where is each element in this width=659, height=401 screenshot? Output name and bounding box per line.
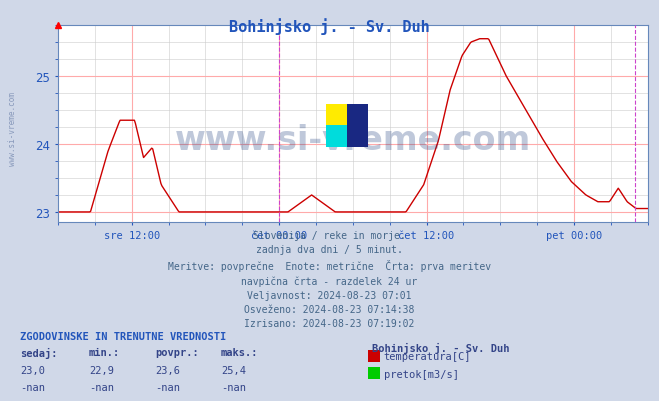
Text: -nan: -nan [221, 382, 246, 392]
Text: maks.:: maks.: [221, 347, 258, 357]
Text: temperatura[C]: temperatura[C] [384, 352, 471, 361]
Text: 22,9: 22,9 [89, 365, 114, 375]
Text: 23,6: 23,6 [155, 365, 180, 375]
Text: Bohinjsko j. - Sv. Duh: Bohinjsko j. - Sv. Duh [372, 342, 510, 352]
Text: 23,0: 23,0 [20, 365, 45, 375]
Text: www.si-vreme.com: www.si-vreme.com [175, 124, 531, 156]
Text: pretok[m3/s]: pretok[m3/s] [384, 369, 459, 379]
Text: www.si-vreme.com: www.si-vreme.com [8, 91, 17, 165]
Text: Slovenija / reke in morje.
zadnja dva dni / 5 minut.
Meritve: povprečne  Enote: : Slovenija / reke in morje. zadnja dva dn… [168, 231, 491, 328]
Text: -nan: -nan [155, 382, 180, 392]
Text: 25,4: 25,4 [221, 365, 246, 375]
Text: sedaj:: sedaj: [20, 347, 57, 358]
Text: Bohinjsko j. - Sv. Duh: Bohinjsko j. - Sv. Duh [229, 18, 430, 35]
Text: min.:: min.: [89, 347, 120, 357]
Text: -nan: -nan [89, 382, 114, 392]
Text: povpr.:: povpr.: [155, 347, 198, 357]
Text: -nan: -nan [20, 382, 45, 392]
Text: ZGODOVINSKE IN TRENUTNE VREDNOSTI: ZGODOVINSKE IN TRENUTNE VREDNOSTI [20, 331, 226, 341]
